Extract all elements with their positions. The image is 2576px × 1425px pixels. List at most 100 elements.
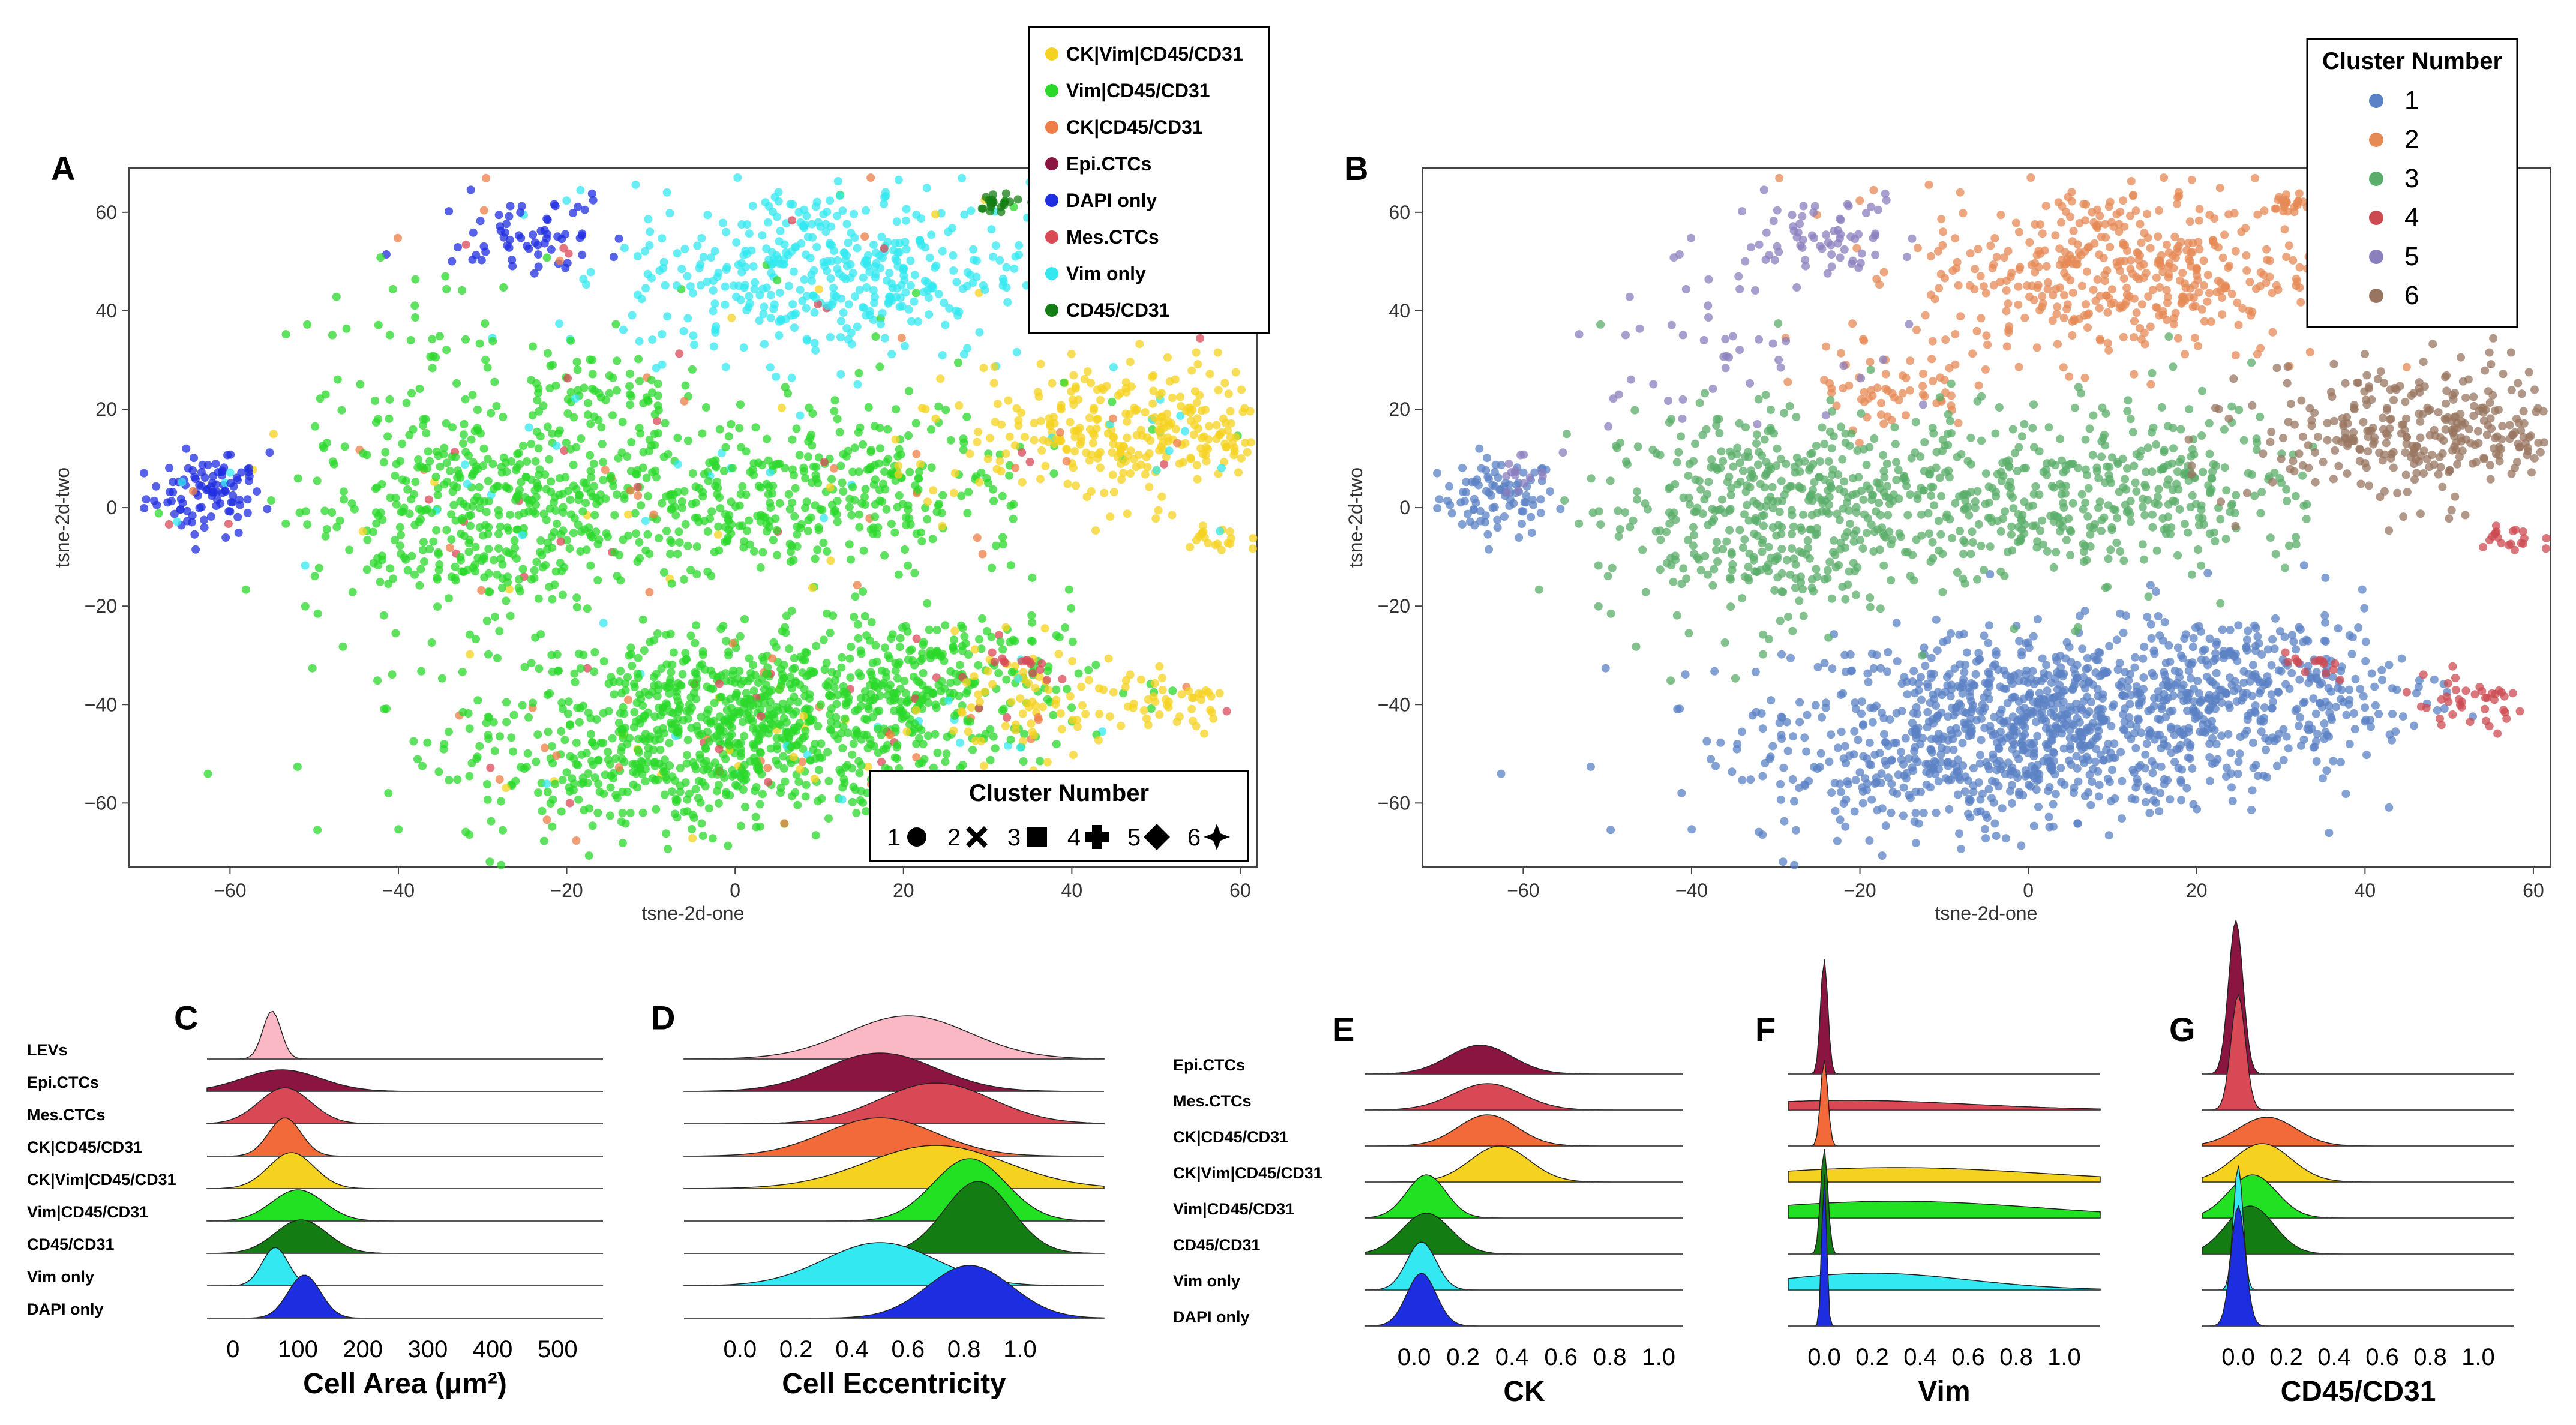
data-point (376, 508, 385, 517)
data-point (2047, 679, 2056, 687)
data-point (170, 509, 179, 518)
data-point (711, 325, 720, 334)
data-point (611, 320, 620, 329)
data-point (937, 509, 946, 517)
data-point (2051, 790, 2060, 799)
data-point (465, 724, 474, 733)
data-point (2094, 792, 2103, 801)
data-point (1049, 469, 1058, 478)
data-point (800, 685, 809, 694)
data-point (2034, 615, 2042, 623)
data-point (950, 469, 959, 478)
data-point (502, 220, 511, 229)
data-point (1001, 449, 1010, 458)
data-point (773, 276, 782, 285)
data-point (749, 686, 758, 695)
data-point (683, 541, 692, 550)
data-point (2237, 696, 2246, 705)
data-point (819, 635, 828, 644)
data-point (532, 427, 541, 436)
data-point (870, 298, 878, 307)
data-point (1194, 424, 1202, 433)
data-point (505, 548, 514, 557)
data-point (1933, 646, 1942, 655)
data-point (2102, 668, 2111, 677)
data-point (764, 482, 773, 491)
data-point (1433, 504, 1442, 512)
data-point (2307, 674, 2316, 683)
data-point (1062, 457, 1071, 466)
data-point (152, 482, 161, 491)
data-point (2245, 277, 2254, 286)
data-point (371, 484, 380, 493)
data-point (1069, 395, 1077, 404)
data-point (761, 670, 770, 679)
data-point (995, 457, 1004, 466)
data-point (868, 659, 877, 667)
data-point (310, 572, 319, 581)
data-point (683, 751, 691, 760)
data-point (380, 704, 389, 713)
data-point (436, 462, 445, 471)
y-tick-label: 0 (1399, 497, 1410, 518)
data-point (891, 667, 900, 675)
data-point (200, 515, 209, 524)
data-point (2239, 667, 2248, 676)
data-point (983, 454, 992, 463)
data-point (499, 283, 508, 292)
data-point (1924, 717, 1933, 726)
data-point (592, 493, 601, 502)
data-point (564, 249, 573, 258)
data-point (2319, 774, 2327, 783)
data-point (804, 452, 812, 461)
data-point (910, 661, 919, 670)
data-point (482, 616, 491, 625)
data-point (683, 714, 692, 723)
data-point (754, 679, 763, 687)
data-point (796, 765, 805, 773)
data-point (1226, 433, 1235, 442)
data-point (845, 503, 854, 512)
data-point (791, 678, 800, 687)
data-point (2321, 618, 2330, 627)
data-point (614, 234, 623, 243)
data-point (1841, 822, 1850, 831)
data-point (1027, 659, 1035, 668)
data-point (200, 523, 209, 532)
data-point (727, 420, 736, 428)
data-point (2203, 719, 2212, 728)
data-point (1147, 704, 1156, 713)
data-point (829, 297, 838, 306)
data-point (1039, 703, 1047, 712)
data-point (2275, 627, 2284, 635)
data-point (1016, 743, 1025, 752)
data-point (1777, 650, 1786, 659)
data-point (852, 808, 861, 817)
data-point (1151, 514, 1160, 523)
data-point (2133, 775, 2142, 784)
data-point (701, 745, 710, 753)
data-point (410, 301, 419, 310)
data-point (579, 478, 588, 487)
data-point (2268, 697, 2277, 706)
data-point (2154, 715, 2163, 724)
data-point (575, 718, 584, 727)
data-point (1490, 468, 1499, 476)
data-point (551, 779, 559, 788)
data-point (379, 458, 388, 467)
data-point (823, 257, 832, 266)
data-point (2079, 697, 2088, 706)
data-point (1828, 664, 1837, 673)
data-point (884, 684, 893, 693)
data-point (2029, 821, 2038, 830)
data-point (2030, 749, 2039, 758)
data-point (566, 336, 575, 345)
data-point (345, 545, 354, 554)
data-point (2038, 654, 2047, 663)
data-point (764, 725, 773, 734)
data-point (221, 533, 230, 542)
data-point (197, 468, 206, 476)
data-point (866, 446, 875, 455)
data-point (1466, 517, 1474, 526)
data-point (1090, 404, 1099, 413)
